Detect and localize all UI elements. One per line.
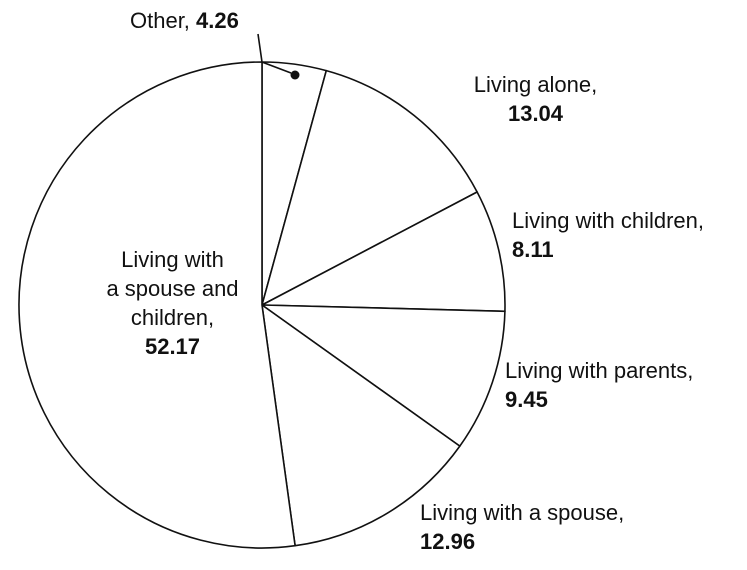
label-other-value: 4.26 [196,8,239,33]
label-living-with-parents-name: Living with parents, [505,358,694,383]
pie-slices [18,61,506,549]
label-spouse-children-value: 52.17 [144,334,201,359]
label-living-with-children: Living with children, 8.11 [512,206,704,264]
label-living-with-spouse-name: Living with a spouse, [420,500,625,525]
other-leader-dot [290,70,300,80]
other-leader-line [257,33,292,74]
label-living-with-parents: Living with parents, 9.45 [505,356,693,414]
label-other-name: Other, [130,8,190,33]
pie-slice-living-with-children [261,191,506,313]
label-living-with-spouse-value: 12.96 [420,529,476,554]
pie-slice-living-with-a-spouse-and-children [18,61,296,549]
label-living-with-parents-value: 9.45 [505,387,548,412]
other-leader [257,33,300,80]
pie-slice-living-with-a-spouse [261,304,461,547]
label-living-with-spouse-and-children: Living with a spouse and children, 52.17 [85,245,260,361]
label-living-alone: Living alone, 13.04 [448,70,623,128]
label-living-with-children-value: 8.11 [512,237,554,262]
label-spouse-children-name-line1: Living with [121,247,224,272]
label-living-alone-value: 13.04 [507,101,564,126]
label-other: Other, 4.26 [130,6,239,35]
label-living-with-spouse: Living with a spouse, 12.96 [420,498,624,556]
pie-slice-living-with-parents [261,304,506,447]
label-living-alone-name: Living alone, [473,72,598,97]
pie-slice-living-alone [261,69,478,306]
label-spouse-children-name-line3: children, [130,305,215,330]
label-living-with-children-name: Living with children, [512,208,704,233]
label-spouse-children-name-line2: a spouse and [106,276,239,301]
